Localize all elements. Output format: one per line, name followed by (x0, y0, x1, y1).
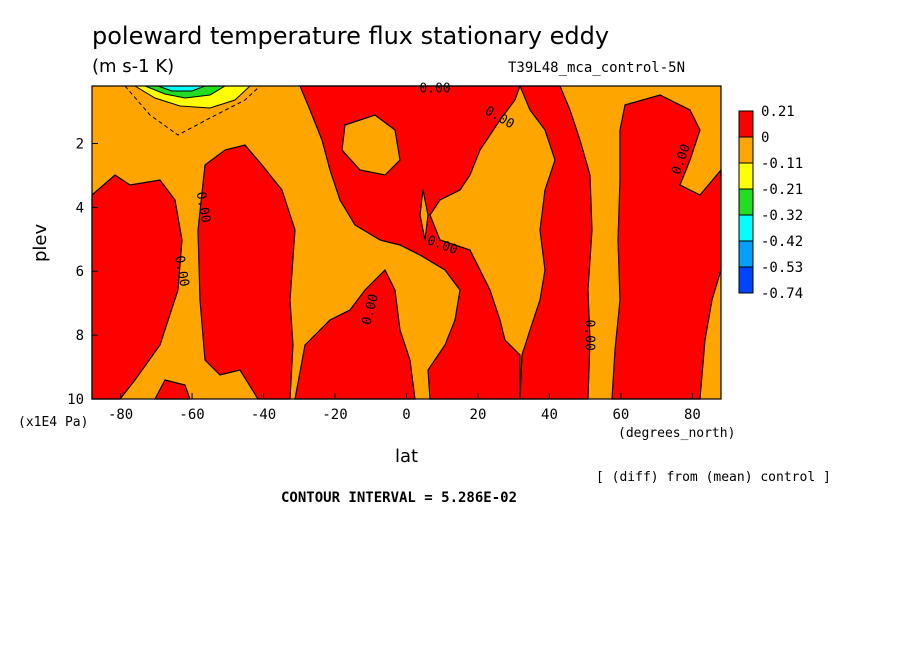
x-axis-units: (degrees_north) (618, 426, 736, 441)
near-zero-holes (341, 114, 429, 241)
colorbar-swatch (738, 240, 754, 268)
x-tick-label: 20 (470, 407, 487, 423)
colorbar-swatch (738, 162, 754, 190)
x-tick-label: 0 (402, 407, 410, 423)
y-axis-units: (x1E4 Pa) (18, 415, 89, 430)
colorbar-label: -0.74 (761, 286, 803, 302)
x-ticks: -80 -60 -40 -20 0 20 40 60 80 (108, 393, 701, 423)
contour-label: 0.00 (581, 319, 596, 350)
colorbar-swatch (738, 214, 754, 242)
contour-interval: CONTOUR INTERVAL = 5.286E-02 (281, 490, 518, 506)
hole-upper-center (341, 114, 401, 176)
chart-units: (m s-1 K) (92, 56, 175, 77)
colorbar-swatch (738, 188, 754, 216)
x-tick-label: -40 (251, 407, 276, 423)
colorbar: 0.21 0 -0.11 -0.21 -0.32 -0.42 -0.53 -0.74 (738, 104, 803, 302)
x-axis-label: lat (395, 446, 419, 467)
diff-note: [ (diff) from (mean) control ] (596, 470, 831, 485)
run-label: T39L48_mca_control-5N (508, 60, 686, 76)
colorbar-label: -0.53 (761, 260, 803, 276)
colorbar-label: -0.21 (761, 182, 803, 198)
y-tick-label: 8 (76, 328, 84, 344)
contour-label: 0.00 (419, 82, 450, 97)
colorbar-swatch (738, 110, 754, 138)
colorbar-label: -0.11 (761, 156, 803, 172)
x-tick-label: 60 (613, 407, 630, 423)
y-tick-label: 4 (76, 200, 84, 216)
region-right-center (519, 85, 593, 400)
x-tick-label: -20 (322, 407, 347, 423)
contour-label: 0.00 (193, 191, 213, 224)
colorbar-swatch (738, 136, 754, 164)
y-tick-label: 10 (67, 392, 84, 408)
anomaly-dashed-outline (124, 85, 261, 136)
x-tick-label: 80 (684, 407, 701, 423)
contour-label: 0.00 (171, 255, 191, 288)
colorbar-label: 0.21 (761, 104, 795, 120)
x-tick-label: -80 (108, 407, 133, 423)
y-tick-label: 6 (76, 264, 84, 280)
colorbar-label: 0 (761, 130, 769, 146)
colorbar-swatch (738, 266, 754, 294)
x-tick-label: -60 (179, 407, 204, 423)
hole-center-sliver (419, 189, 429, 241)
x-tick-label: 40 (541, 407, 558, 423)
y-ticks: 2 4 6 8 10 (67, 136, 98, 408)
colorbar-label: -0.42 (761, 234, 803, 250)
region-right (611, 94, 722, 400)
colorbar-label: -0.32 (761, 208, 803, 224)
region-left-center (197, 144, 296, 400)
positive-regions (91, 85, 722, 400)
y-tick-label: 2 (76, 136, 84, 152)
chart-title: poleward temperature flux stationary edd… (92, 22, 610, 50)
